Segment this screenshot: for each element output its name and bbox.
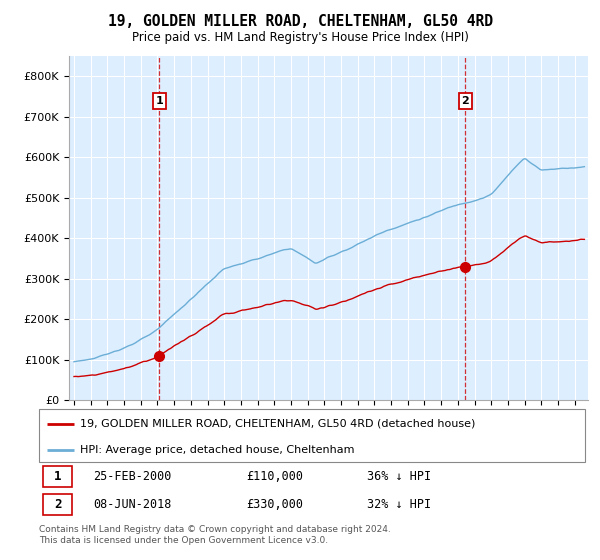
Text: 2: 2 bbox=[54, 498, 61, 511]
Text: 36% ↓ HPI: 36% ↓ HPI bbox=[367, 470, 431, 483]
FancyBboxPatch shape bbox=[43, 466, 72, 487]
FancyBboxPatch shape bbox=[43, 493, 72, 515]
Text: 1: 1 bbox=[155, 96, 163, 106]
Text: Contains HM Land Registry data © Crown copyright and database right 2024.
This d: Contains HM Land Registry data © Crown c… bbox=[39, 525, 391, 545]
Text: 25-FEB-2000: 25-FEB-2000 bbox=[94, 470, 172, 483]
Text: 08-JUN-2018: 08-JUN-2018 bbox=[94, 498, 172, 511]
Text: HPI: Average price, detached house, Cheltenham: HPI: Average price, detached house, Chel… bbox=[80, 445, 355, 455]
Text: £110,000: £110,000 bbox=[247, 470, 304, 483]
Text: £330,000: £330,000 bbox=[247, 498, 304, 511]
FancyBboxPatch shape bbox=[39, 409, 585, 462]
Text: Price paid vs. HM Land Registry's House Price Index (HPI): Price paid vs. HM Land Registry's House … bbox=[131, 31, 469, 44]
Text: 1: 1 bbox=[54, 470, 61, 483]
Text: 19, GOLDEN MILLER ROAD, CHELTENHAM, GL50 4RD: 19, GOLDEN MILLER ROAD, CHELTENHAM, GL50… bbox=[107, 14, 493, 29]
Text: 19, GOLDEN MILLER ROAD, CHELTENHAM, GL50 4RD (detached house): 19, GOLDEN MILLER ROAD, CHELTENHAM, GL50… bbox=[80, 419, 475, 429]
Text: 2: 2 bbox=[461, 96, 469, 106]
Text: 32% ↓ HPI: 32% ↓ HPI bbox=[367, 498, 431, 511]
